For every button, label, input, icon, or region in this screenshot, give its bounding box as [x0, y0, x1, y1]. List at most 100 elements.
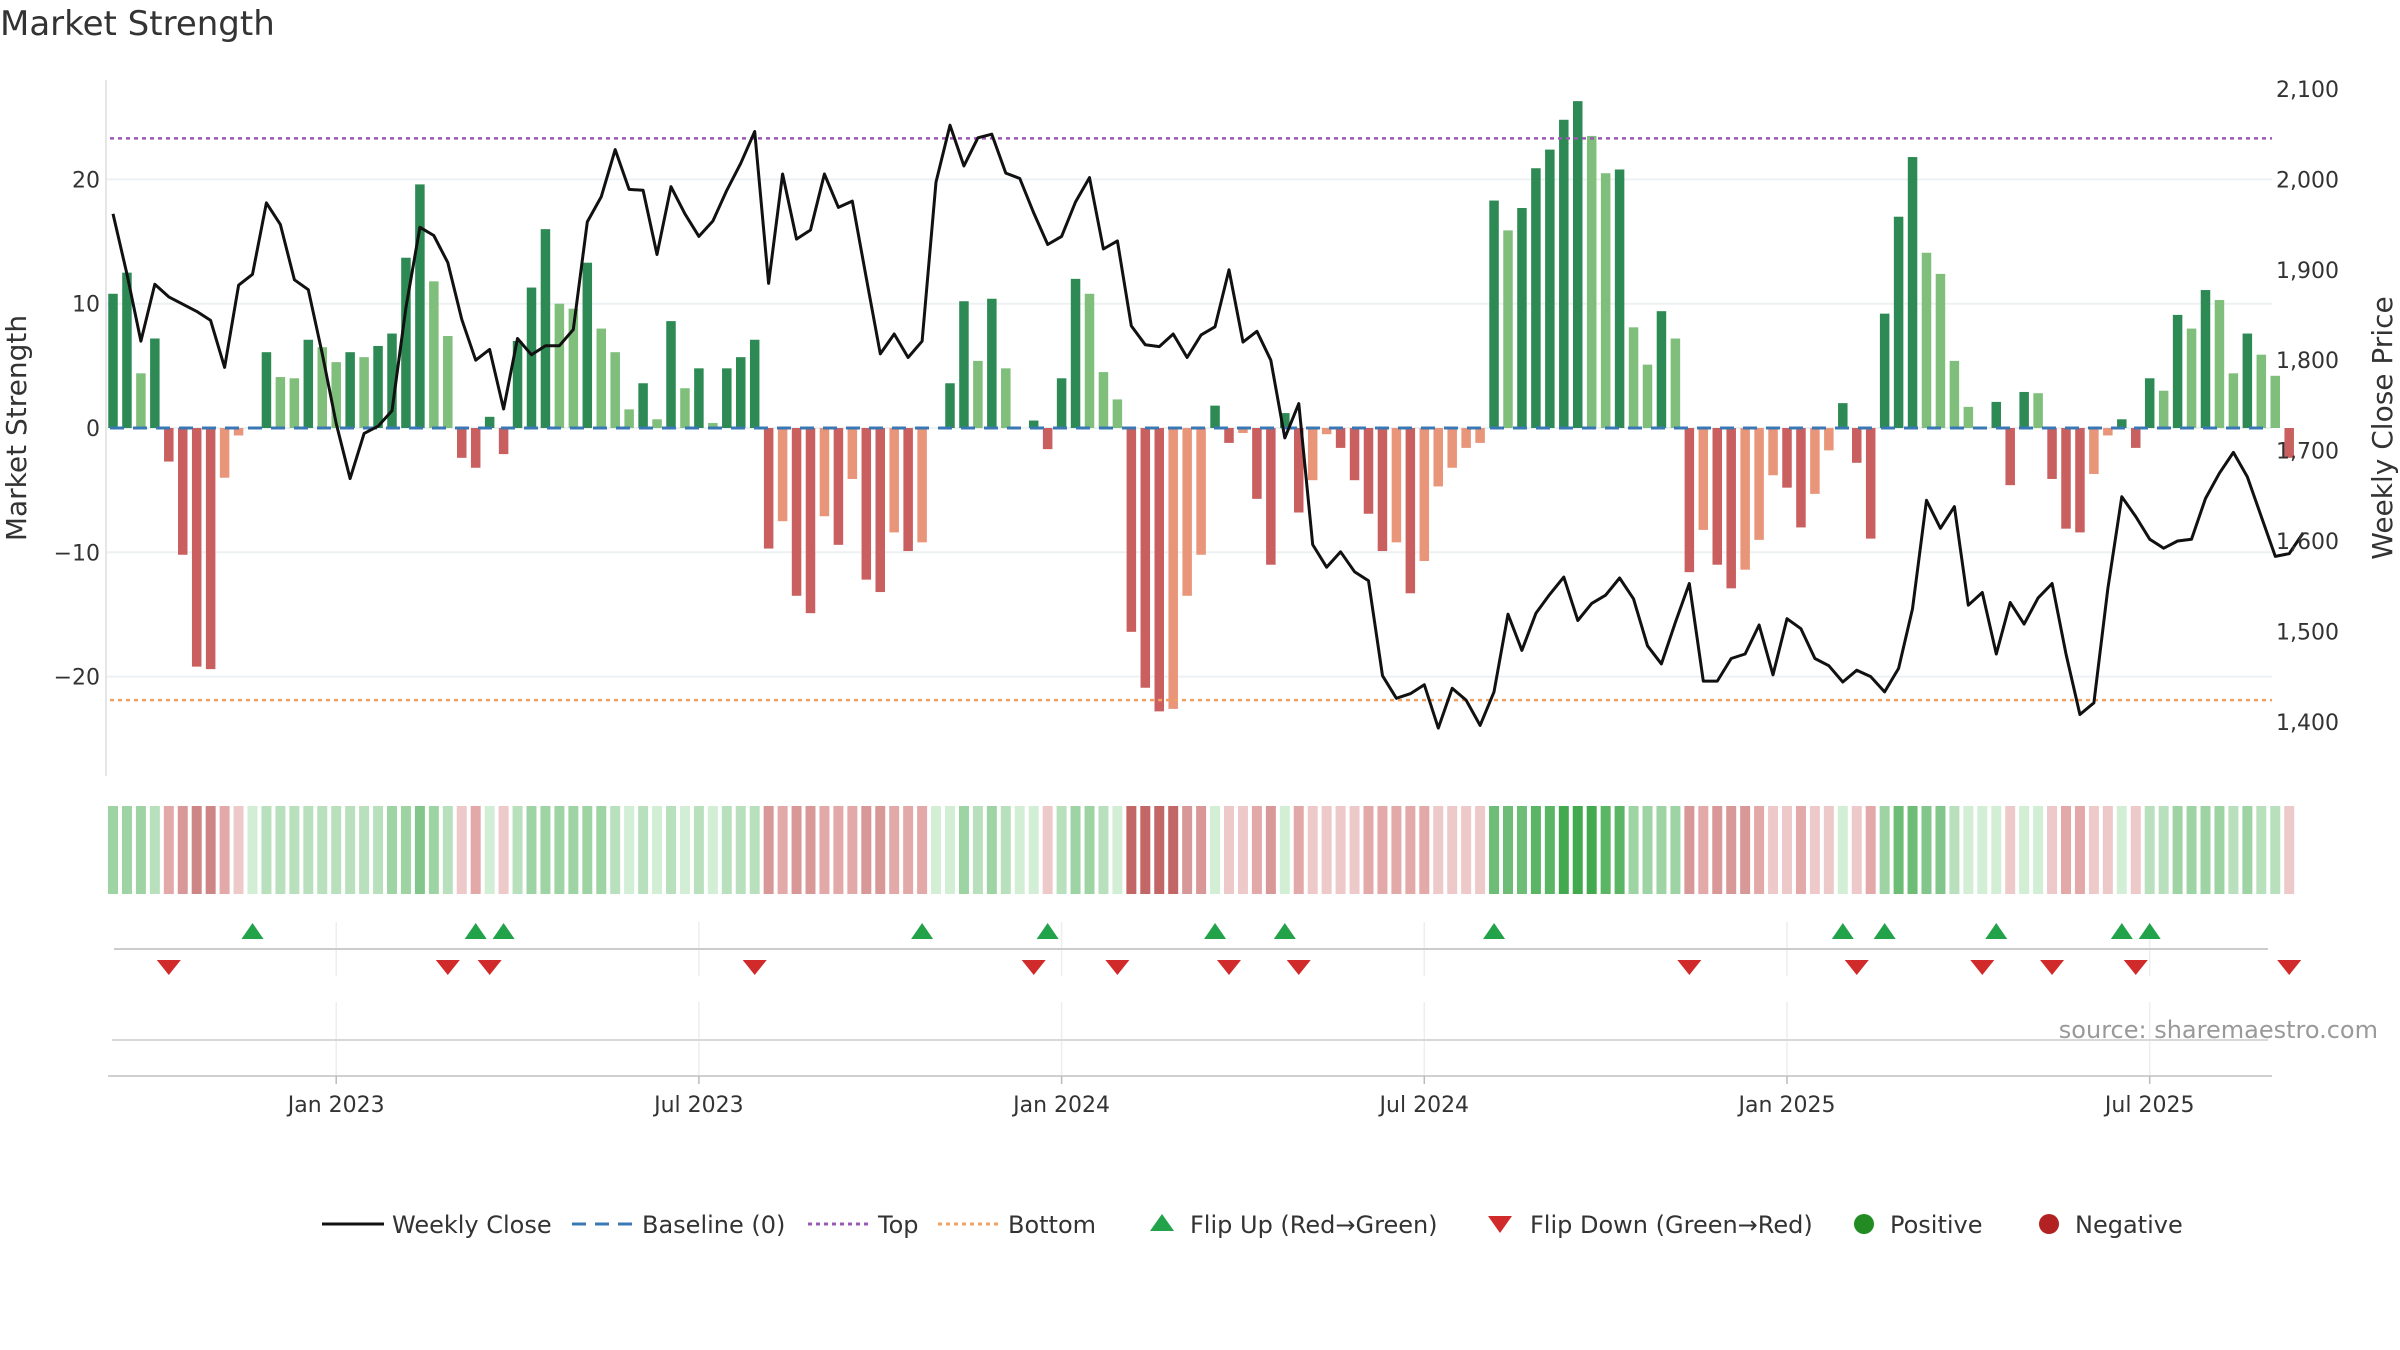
- strip-cell: [275, 806, 286, 894]
- strip-cell: [1949, 806, 1960, 894]
- flip-up-marker: [1273, 923, 1296, 939]
- strength-bar-negative: [1321, 428, 1332, 435]
- strip-cell: [1014, 806, 1025, 894]
- strength-bar-positive: [638, 383, 648, 428]
- strength-bar-negative: [470, 428, 481, 468]
- strength-bar-positive: [1907, 157, 1918, 429]
- legend-swatch-triangle-down-icon: [1488, 1216, 1512, 1233]
- strength-bar-positive: [973, 360, 983, 428]
- strip-cell: [1503, 806, 1513, 894]
- legend-item: Negative: [2039, 1211, 2183, 1239]
- strip-cell: [135, 806, 146, 894]
- y-left-tick-label: 10: [72, 293, 100, 318]
- strip-cell: [359, 806, 370, 894]
- strip-cell: [373, 806, 384, 894]
- strength-bar-positive: [2256, 354, 2267, 428]
- legend-label: Flip Up (Red→Green): [1190, 1211, 1438, 1239]
- strip-cell: [1461, 806, 1472, 894]
- x-tick-label: Jan 2023: [286, 1093, 385, 1118]
- legend-item: Top: [808, 1211, 919, 1239]
- y-right-tick-label: 1,900: [2276, 259, 2339, 284]
- strip-cell: [1140, 806, 1151, 894]
- regime-strip: [108, 806, 2295, 894]
- strength-bar-negative: [178, 428, 188, 555]
- strength-bar-positive: [1670, 338, 1681, 428]
- strip-cell: [1489, 806, 1500, 894]
- strip-cell: [2144, 806, 2155, 894]
- legend-label: Weekly Close: [392, 1211, 552, 1239]
- strength-bar-negative: [1126, 428, 1137, 632]
- strip-cell: [345, 806, 356, 894]
- strength-bar-positive: [443, 336, 453, 428]
- strip-cell: [2214, 806, 2225, 894]
- strip-cell: [1586, 806, 1597, 894]
- strength-bar-positive: [373, 345, 383, 428]
- flip-down-marker: [2123, 960, 2148, 975]
- strength-bar-positive: [1489, 200, 1499, 428]
- strip-cell: [1419, 806, 1430, 894]
- strength-bar-positive: [484, 416, 495, 428]
- strip-cell: [805, 806, 816, 894]
- strength-bar-positive: [415, 184, 425, 428]
- strength-bar-positive: [1210, 405, 1220, 428]
- strip-cell: [1196, 806, 1207, 894]
- strength-bar-positive: [1991, 401, 2001, 428]
- strip-cell: [331, 806, 342, 894]
- strength-bar-negative: [1684, 428, 1695, 573]
- strength-bar-negative: [791, 428, 802, 596]
- strip-cell: [1447, 806, 1458, 894]
- strength-bar-positive: [317, 347, 327, 428]
- legend-item: Bottom: [938, 1211, 1096, 1239]
- strip-cell: [149, 806, 160, 894]
- strength-bar-negative: [1754, 428, 1764, 540]
- strength-bar-negative: [819, 428, 830, 517]
- strip-cell: [1851, 806, 1862, 894]
- strip-cell: [1112, 806, 1123, 894]
- strip-cell: [219, 806, 230, 894]
- strip-cell: [1809, 806, 1820, 894]
- strength-bar-negative: [1810, 428, 1820, 494]
- strength-bar-positive: [331, 362, 341, 428]
- strip-cell: [387, 806, 397, 894]
- strength-bar-negative: [1154, 428, 1164, 712]
- strip-cell: [2256, 806, 2267, 894]
- legend-label: Top: [877, 1211, 919, 1239]
- strength-bar-positive: [722, 368, 732, 428]
- strip-cell: [2270, 806, 2281, 894]
- strength-bar-positive: [1656, 311, 1667, 428]
- strip-cell: [1879, 806, 1890, 894]
- strength-bar-positive: [359, 357, 369, 428]
- strip-cell: [456, 806, 467, 894]
- strip-cell: [1726, 806, 1737, 894]
- strip-cell: [205, 806, 216, 894]
- strip-cell: [121, 806, 132, 894]
- strength-bar-positive: [1112, 399, 1123, 428]
- flip-down-marker: [477, 960, 502, 975]
- y-right-tick-label: 1,800: [2276, 349, 2339, 374]
- strip-cell: [1182, 806, 1193, 894]
- strip-cell: [289, 806, 300, 894]
- strip-cell: [596, 806, 607, 894]
- strength-bar-negative: [1475, 428, 1485, 443]
- strip-cell: [2158, 806, 2169, 894]
- reference-lines: [110, 137, 2272, 702]
- strength-bar-positive: [289, 378, 300, 428]
- strength-bar-negative: [2075, 428, 2085, 533]
- strip-cell: [1098, 806, 1109, 894]
- strength-bar-positive: [1628, 327, 1639, 428]
- flip-down-marker: [156, 960, 181, 975]
- strip-cell: [1265, 806, 1276, 894]
- strength-bar-positive: [261, 352, 272, 428]
- price-series: [111, 123, 2305, 730]
- strip-cell: [945, 806, 955, 894]
- strip-cell: [554, 806, 565, 894]
- y-right-tick-label: 1,600: [2276, 530, 2339, 555]
- strength-bar-negative: [1419, 428, 1430, 561]
- strip-cell: [889, 806, 900, 894]
- flip-up-marker: [911, 923, 934, 939]
- strip-cell: [1084, 806, 1095, 894]
- strength-bar-positive: [624, 409, 634, 428]
- strength-bar-negative: [1698, 428, 1709, 530]
- strip-cell: [2061, 806, 2071, 894]
- strength-bar-positive: [2144, 378, 2155, 428]
